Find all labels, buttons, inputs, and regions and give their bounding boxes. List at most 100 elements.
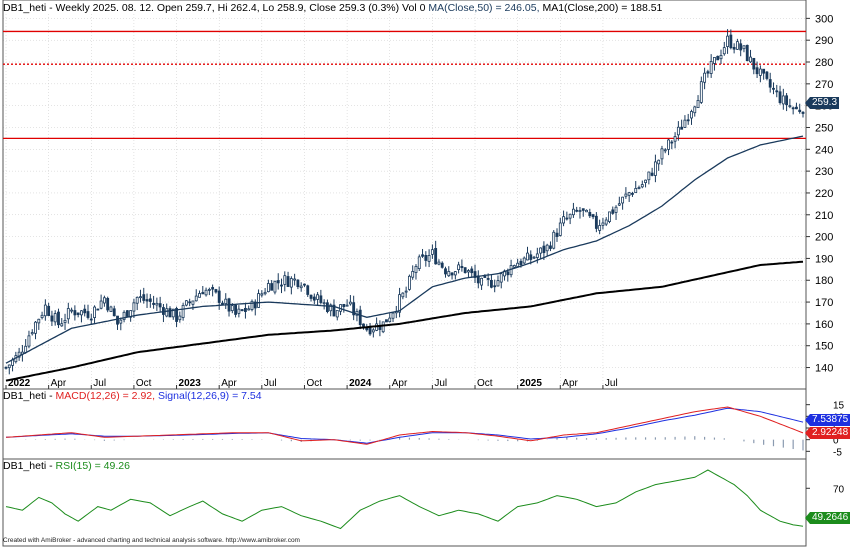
- candle-body: [329, 304, 333, 312]
- candle-body: [785, 95, 789, 106]
- candle-body: [778, 91, 782, 103]
- candle-body: [335, 310, 339, 318]
- candle-body: [388, 317, 392, 323]
- candle-body: [142, 294, 146, 301]
- candle-body: [411, 271, 415, 278]
- candle-body: [440, 262, 444, 268]
- candle-body: [644, 179, 647, 184]
- candle-body: [158, 303, 162, 308]
- candle-body: [309, 294, 313, 299]
- candle-body: [194, 295, 198, 302]
- candle-body: [119, 319, 123, 324]
- candle-body: [617, 203, 621, 206]
- candle-body: [17, 351, 21, 358]
- candle-body: [575, 209, 579, 212]
- footer-credit: Created with AmiBroker - advanced charti…: [3, 537, 300, 544]
- candle-body: [57, 311, 60, 326]
- candle-body: [240, 309, 244, 312]
- candle-body: [565, 217, 569, 220]
- candle-body: [457, 264, 461, 271]
- candle-body: [201, 292, 205, 295]
- candle-body: [30, 332, 34, 335]
- price-axis-label: 180: [815, 275, 833, 287]
- candle-body: [139, 296, 142, 299]
- candle-body: [473, 271, 477, 278]
- price-pane-frame: [2, 0, 807, 390]
- candle-body: [480, 277, 483, 286]
- candle-body: [96, 308, 100, 311]
- candle-body: [427, 255, 431, 262]
- candle-body: [552, 231, 556, 249]
- candle-body: [191, 300, 195, 305]
- candle-body: [122, 311, 126, 320]
- candle-body: [526, 252, 529, 261]
- candle-body: [732, 46, 736, 50]
- rsi-pane-header: DB1_heti - RSI(15) = 49.26: [3, 460, 130, 472]
- candle-body: [198, 293, 201, 298]
- candle-body: [175, 308, 178, 322]
- candle-body: [772, 87, 775, 90]
- candle-body: [470, 268, 474, 274]
- price-axis-label: 240: [815, 144, 833, 156]
- candle-body: [404, 290, 408, 293]
- candle-body: [653, 161, 657, 176]
- candle-body: [709, 60, 713, 74]
- rsi-value-tag: 49.2646: [804, 512, 850, 524]
- candle-body: [37, 318, 41, 324]
- candle-body: [342, 303, 346, 308]
- candle-body: [221, 302, 224, 305]
- candle-body: [293, 278, 297, 281]
- candle-body: [316, 294, 320, 300]
- macd-axis-label: -5: [833, 447, 842, 458]
- candle-body: [89, 318, 93, 321]
- candle-body: [322, 302, 326, 305]
- candle-body: [326, 302, 329, 312]
- candle-body: [424, 255, 428, 261]
- candle-body: [260, 293, 264, 296]
- candle-body: [781, 95, 785, 105]
- candle-body: [703, 72, 707, 83]
- candle-body: [758, 68, 762, 76]
- candle-body: [296, 279, 300, 288]
- candle-body: [168, 308, 172, 318]
- candle-body: [99, 300, 103, 309]
- candle-body: [453, 271, 457, 276]
- candle-body: [60, 323, 64, 327]
- candle-body: [535, 253, 539, 258]
- candle-body: [650, 172, 654, 176]
- price-axis-label: 190: [815, 253, 833, 265]
- price-title: DB1_heti - Weekly 2025. 08. 12. Open 259…: [3, 2, 426, 14]
- rsi-legend: RSI(15) = 49.26: [55, 460, 130, 472]
- candle-body: [506, 271, 510, 276]
- candle-body: [581, 208, 585, 211]
- candle-body: [224, 298, 228, 305]
- candle-body: [542, 245, 546, 254]
- candle-body: [165, 308, 169, 317]
- candle-body: [66, 308, 70, 320]
- candle-body: [332, 304, 336, 317]
- candle-body: [348, 301, 352, 305]
- price-axis-label: 250: [815, 122, 833, 134]
- candle-body: [522, 257, 526, 264]
- candle-body: [414, 266, 418, 273]
- candle-body: [795, 106, 798, 110]
- candle-body: [673, 136, 677, 142]
- candle-body: [188, 301, 192, 304]
- price-axis-label: 150: [815, 341, 833, 353]
- candle-body: [640, 184, 644, 188]
- candle-body: [690, 111, 693, 119]
- candle-body: [676, 126, 680, 136]
- signal-line: [5, 407, 804, 444]
- price-axis-label: 170: [815, 297, 833, 309]
- candle-body: [319, 295, 323, 303]
- x-axis-label: Oct: [477, 378, 493, 389]
- candle-body: [358, 309, 362, 325]
- candle-body: [627, 192, 631, 196]
- x-axis-label: 2022: [8, 378, 31, 389]
- candle-body: [112, 308, 116, 317]
- candle-body: [696, 100, 700, 109]
- ma50-legend: MA(Close,50) = 246.05,: [428, 2, 540, 14]
- candle-body: [660, 148, 664, 160]
- candle-body: [263, 291, 267, 295]
- candle-body: [211, 287, 215, 290]
